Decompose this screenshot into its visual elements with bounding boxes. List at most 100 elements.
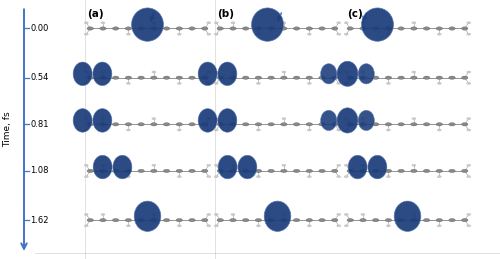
Circle shape	[386, 176, 390, 178]
Circle shape	[112, 169, 119, 172]
Circle shape	[217, 218, 224, 222]
Circle shape	[126, 33, 130, 35]
Circle shape	[344, 225, 348, 227]
Circle shape	[337, 176, 341, 178]
Ellipse shape	[93, 155, 112, 179]
Circle shape	[306, 27, 312, 30]
Circle shape	[360, 169, 366, 172]
Circle shape	[410, 169, 417, 172]
Ellipse shape	[358, 64, 374, 84]
Circle shape	[344, 33, 348, 35]
Circle shape	[332, 76, 338, 80]
Circle shape	[438, 225, 442, 227]
Circle shape	[256, 129, 260, 131]
Circle shape	[306, 218, 312, 222]
Circle shape	[178, 33, 182, 35]
Circle shape	[347, 123, 354, 126]
Circle shape	[230, 218, 236, 222]
Circle shape	[214, 164, 218, 166]
Circle shape	[361, 164, 365, 166]
Ellipse shape	[358, 110, 374, 131]
Ellipse shape	[238, 155, 257, 179]
Circle shape	[84, 82, 88, 84]
Circle shape	[214, 33, 218, 35]
Circle shape	[255, 76, 262, 80]
Text: 0.81: 0.81	[30, 120, 49, 129]
Circle shape	[424, 123, 430, 126]
Circle shape	[436, 123, 442, 126]
Circle shape	[84, 176, 88, 178]
Circle shape	[449, 123, 456, 126]
Circle shape	[319, 169, 326, 172]
Circle shape	[217, 123, 224, 126]
Circle shape	[112, 76, 119, 80]
Circle shape	[306, 169, 312, 172]
Circle shape	[360, 27, 366, 30]
Circle shape	[347, 76, 354, 80]
Circle shape	[385, 76, 392, 80]
Circle shape	[214, 129, 218, 131]
Circle shape	[319, 27, 326, 30]
Circle shape	[255, 218, 262, 222]
Circle shape	[231, 164, 235, 166]
Circle shape	[152, 22, 156, 24]
Ellipse shape	[337, 108, 358, 133]
Circle shape	[207, 22, 211, 24]
Circle shape	[436, 76, 442, 80]
Circle shape	[282, 213, 286, 215]
Circle shape	[332, 218, 338, 222]
Ellipse shape	[198, 109, 217, 132]
Circle shape	[100, 169, 106, 172]
Circle shape	[386, 82, 390, 84]
Text: (b): (b)	[218, 9, 234, 19]
Text: (a): (a)	[88, 9, 104, 19]
Circle shape	[360, 218, 366, 222]
Circle shape	[176, 123, 182, 126]
Circle shape	[282, 22, 286, 24]
Circle shape	[100, 27, 106, 30]
Circle shape	[308, 176, 312, 178]
Circle shape	[372, 218, 379, 222]
Circle shape	[319, 123, 326, 126]
Circle shape	[242, 76, 249, 80]
Circle shape	[255, 27, 262, 30]
Circle shape	[101, 164, 105, 166]
Circle shape	[178, 225, 182, 227]
Circle shape	[164, 169, 170, 172]
Circle shape	[412, 71, 416, 73]
Circle shape	[361, 22, 365, 24]
Circle shape	[176, 218, 182, 222]
Circle shape	[344, 164, 348, 166]
Circle shape	[344, 176, 348, 178]
Circle shape	[207, 176, 211, 178]
Circle shape	[207, 213, 211, 215]
Circle shape	[282, 71, 286, 73]
Circle shape	[337, 71, 341, 73]
Circle shape	[268, 123, 274, 126]
Circle shape	[337, 118, 341, 120]
Circle shape	[242, 123, 249, 126]
Circle shape	[207, 33, 211, 35]
Circle shape	[438, 129, 442, 131]
Ellipse shape	[93, 109, 112, 132]
Circle shape	[268, 76, 274, 80]
Circle shape	[467, 213, 471, 215]
Circle shape	[337, 213, 341, 215]
Circle shape	[344, 22, 348, 24]
Circle shape	[319, 218, 326, 222]
Circle shape	[282, 118, 286, 120]
Circle shape	[467, 82, 471, 84]
Circle shape	[87, 27, 94, 30]
Circle shape	[217, 169, 224, 172]
Circle shape	[242, 27, 249, 30]
Circle shape	[112, 218, 119, 222]
Circle shape	[189, 169, 196, 172]
Circle shape	[125, 27, 132, 30]
Circle shape	[84, 225, 88, 227]
Circle shape	[164, 76, 170, 80]
Ellipse shape	[132, 8, 164, 41]
Circle shape	[467, 164, 471, 166]
Circle shape	[361, 71, 365, 73]
Ellipse shape	[264, 201, 291, 232]
Circle shape	[344, 82, 348, 84]
